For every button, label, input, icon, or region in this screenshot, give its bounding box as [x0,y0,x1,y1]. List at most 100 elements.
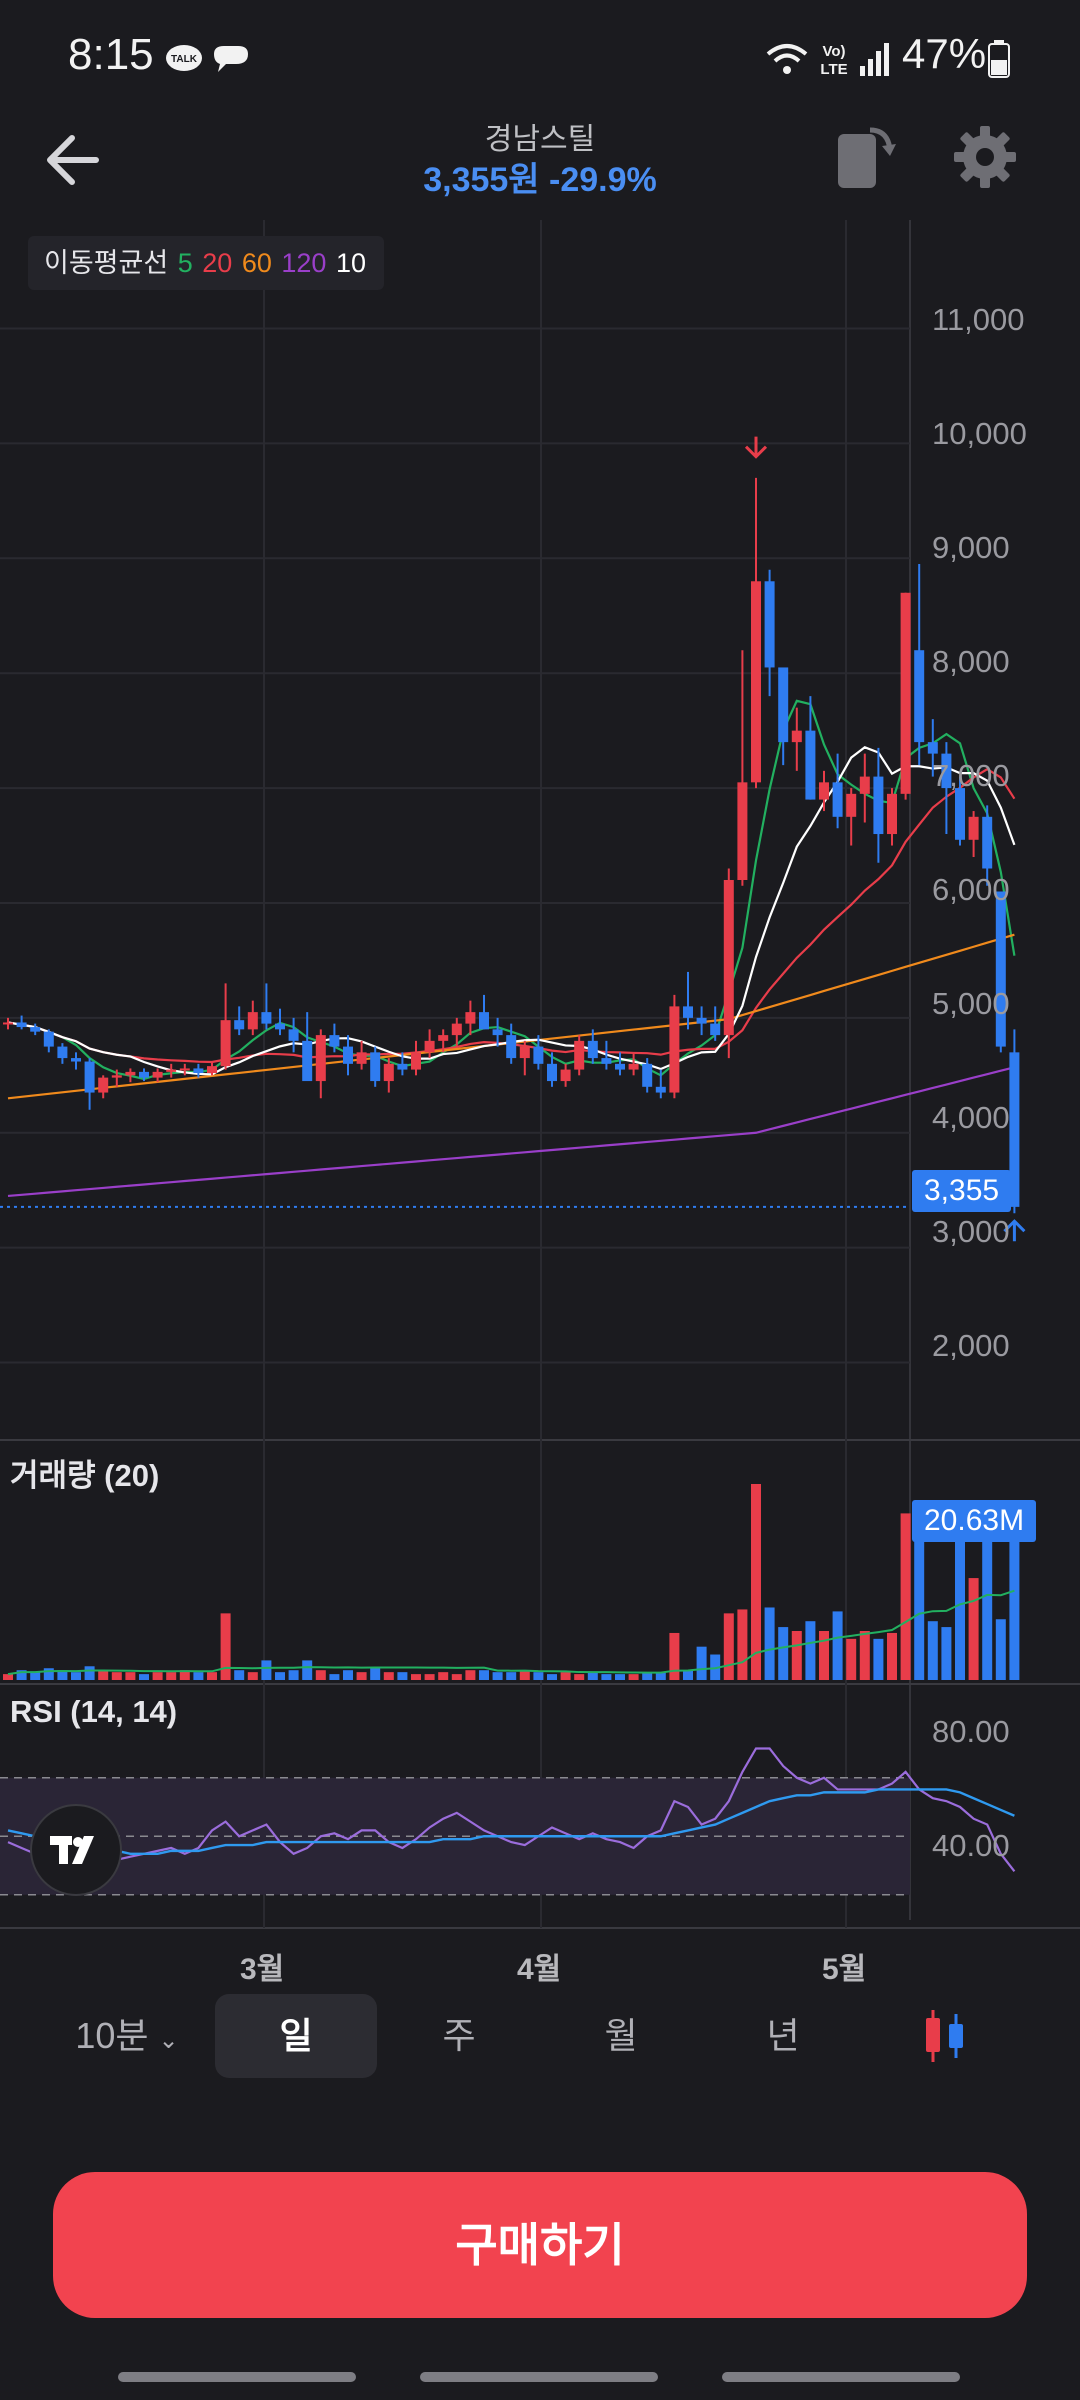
candle-body [329,1035,340,1047]
candle-body [574,1040,585,1070]
stock-name: 경남스틸 [484,123,596,156]
volume-bar [683,1670,693,1680]
candle-body [900,592,911,794]
candle-body [71,1058,81,1062]
volume-bar [914,1507,925,1680]
x-axis-label: 4월 [517,1953,562,1986]
buy-button[interactable]: 구매하기 [53,2172,1027,2318]
candle-body [315,1035,326,1082]
volume-bar [723,1613,734,1680]
tab-year[interactable]: 년 [766,2015,800,2056]
candle-body [764,581,775,668]
price-axis-label: 2,000 [932,1328,1010,1363]
tab-day[interactable]: 일 [215,1994,377,2078]
nav-recent-handle[interactable] [118,2372,356,2382]
candle-body [207,1066,217,1074]
volume-bar [615,1674,625,1680]
candle-body [288,1029,299,1041]
candle-body [587,1040,598,1059]
candle-body [751,581,761,783]
volume-bar [819,1631,829,1680]
volume-panel-label: 거래량 (20) [10,1458,160,1493]
volume-bar [968,1578,979,1680]
rsi-panel-label: RSI (14, 14) [10,1694,178,1729]
candle-body [615,1063,625,1070]
signal-icon [860,43,889,76]
candle-body [98,1077,109,1093]
candle-body [723,880,734,1036]
volume-bar [98,1670,109,1680]
minute-interval-select[interactable]: 10분 ⌄ [62,1994,192,2078]
volume-bar [424,1674,435,1680]
ma-legend-label: 이동평균선 [44,248,169,278]
candle-body [955,788,965,840]
candle-body [778,667,789,743]
svg-text:LTE: LTE [820,61,847,78]
candle-body [139,1071,149,1078]
volume-bar [955,1538,965,1680]
candle-body [737,782,748,881]
battery-percent: 47% [902,30,987,77]
ma-5-line [7,699,1016,1081]
volume-bar [84,1666,95,1680]
candle-body [30,1027,41,1032]
volume-bar [805,1621,816,1680]
volume-bar [492,1672,503,1680]
candle-body [696,1017,707,1024]
back-arrow-icon[interactable] [40,120,110,200]
candle-body [261,1012,272,1024]
candle-body [968,816,979,840]
volume-bar [370,1668,381,1680]
nav-home-handle[interactable] [420,2372,658,2382]
volume-bar [411,1674,421,1680]
volume-bar [642,1672,653,1680]
svg-text:TALK: TALK [171,54,198,65]
volume-bar [696,1646,707,1680]
settings-gear-icon[interactable] [950,122,1020,192]
candle-body [832,782,843,817]
moving-average-legend[interactable]: 이동평균선 5 20 60 120 10 [28,236,385,290]
volume-bar [152,1672,163,1680]
candle-body [791,730,802,743]
candle-body [669,1006,680,1093]
price-chart[interactable] [0,220,1080,1940]
candle-type-button[interactable] [900,1994,990,2078]
tab-week[interactable]: 주 [442,2015,476,2056]
candle-body [710,1023,721,1036]
rsi-axis-label: 80.00 [932,1714,1010,1749]
candle-body [411,1052,421,1070]
candle-body [628,1063,639,1070]
ma-60-label: 60 [241,248,272,278]
candle-body [343,1046,353,1064]
rotate-screen-icon[interactable] [830,122,900,192]
volume-bar [207,1672,217,1680]
volume-bar [315,1670,326,1680]
volume-bar [601,1674,612,1680]
volume-bar [383,1672,394,1680]
volume-bar [329,1674,340,1680]
volume-bar [669,1632,680,1680]
candle-body [533,1046,544,1064]
volume-bar [927,1621,938,1680]
volume-bar [220,1613,231,1680]
candle-body [193,1068,204,1074]
volume-bar [887,1632,897,1680]
volume-bar [71,1672,81,1680]
candle-body [683,1006,693,1018]
candle-body [3,1022,13,1025]
nav-back-handle[interactable] [722,2372,960,2382]
volume-bar [193,1672,204,1680]
candle-body [642,1063,653,1087]
volume-tag: 20.63M [912,1500,1037,1542]
volume-bar [302,1660,313,1680]
volume-bar [506,1672,517,1680]
tab-month[interactable]: 월 [604,2015,638,2056]
volume-bar [791,1631,802,1680]
candle-body [179,1068,190,1071]
candle-body [424,1040,435,1053]
tradingview-logo-icon[interactable] [30,1804,122,1896]
battery-icon [988,40,1010,78]
chevron-down-icon: ⌄ [158,2027,179,2054]
rsi-signal-line [7,1788,1015,1856]
volume-bar [166,1672,177,1680]
